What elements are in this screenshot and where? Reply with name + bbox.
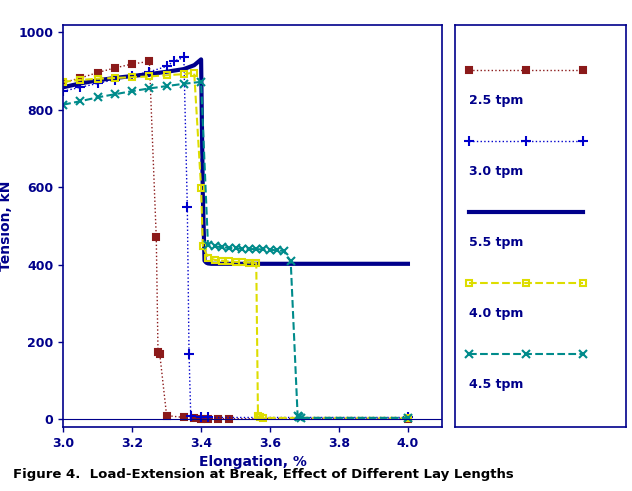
X-axis label: Elongation, %: Elongation, % [199, 456, 307, 469]
Y-axis label: Tension, kN: Tension, kN [0, 181, 13, 271]
Text: 2.5 tpm: 2.5 tpm [469, 94, 523, 108]
Text: 4.5 tpm: 4.5 tpm [469, 378, 523, 391]
Text: Figure 4.  Load-Extension at Break, Effect of Different Lay Lengths: Figure 4. Load-Extension at Break, Effec… [13, 468, 513, 481]
Text: 4.0 tpm: 4.0 tpm [469, 307, 523, 320]
Text: 5.5 tpm: 5.5 tpm [469, 236, 523, 249]
Text: 3.0 tpm: 3.0 tpm [469, 165, 523, 178]
